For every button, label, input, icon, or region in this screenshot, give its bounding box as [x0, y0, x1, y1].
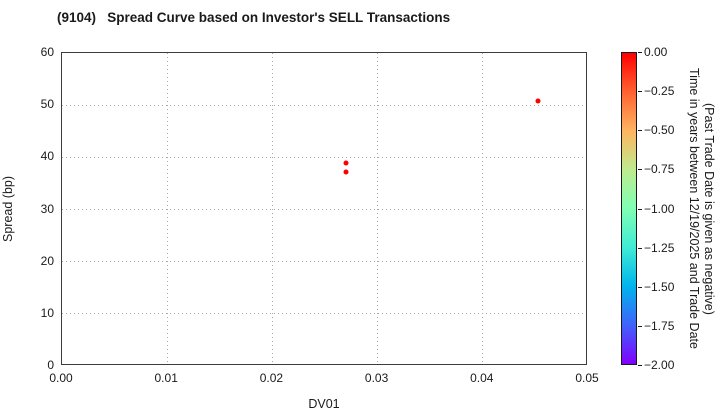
colorbar-tick-label: −1.50	[644, 279, 675, 294]
x-tick-label: 0.05	[575, 371, 599, 385]
colorbar-tick	[638, 247, 642, 249]
colorbar-title-line1: Time in years between 12/19/2025 and Tra…	[687, 68, 701, 349]
colorbar-tick-label: −2.00	[644, 358, 675, 372]
y-gridline	[62, 156, 586, 158]
y-gridline	[62, 209, 586, 210]
x-tick-label: 0.03	[364, 371, 389, 385]
colorbar-title-line2: (Past Trade Date is given as negative)	[702, 102, 716, 315]
x-gridline	[271, 53, 273, 364]
colorbar-tick-label: −0.50	[644, 123, 675, 138]
y-tick-label: 0	[47, 358, 54, 372]
y-gridline	[62, 313, 586, 315]
colorbar-tick	[638, 208, 642, 210]
scatter-point[interactable]	[343, 169, 349, 175]
colorbar-tick-label: 0.00	[644, 45, 668, 59]
y-tick-label: 10	[40, 305, 54, 320]
colorbar-tick	[638, 325, 642, 327]
colorbar-tick-label: −1.75	[644, 318, 675, 333]
colorbar-tick-label: −0.75	[644, 162, 675, 177]
colorbar-tick-label: −1.00	[644, 201, 675, 216]
x-tick-label: 0.04	[470, 371, 494, 385]
x-tick-label: 0.02	[259, 371, 284, 385]
x-axis-label: DV01	[308, 397, 340, 411]
colorbar-tick	[638, 365, 642, 366]
x-gridline	[377, 53, 379, 364]
chart-title: (9104) Spread Curve based on Investor's …	[57, 10, 451, 25]
x-gridline	[482, 53, 484, 364]
x-tick-label: 0.01	[154, 371, 178, 385]
y-tick-label: 50	[40, 97, 54, 112]
colorbar	[621, 52, 637, 365]
scatter-point[interactable]	[343, 160, 349, 166]
colorbar-tick-label: −1.25	[644, 240, 675, 255]
y-tick-label: 20	[40, 253, 54, 268]
colorbar-tick	[638, 91, 642, 93]
y-tick-label: 30	[40, 201, 54, 216]
colorbar-tick	[638, 169, 642, 171]
plot-area	[61, 52, 587, 365]
y-gridline	[62, 261, 586, 263]
x-tick-label: 0.00	[49, 371, 73, 385]
colorbar-tick	[638, 52, 642, 53]
scatter-point[interactable]	[535, 98, 540, 104]
y-tick-label: 40	[40, 149, 54, 164]
colorbar-tick	[638, 130, 642, 132]
x-gridline	[166, 53, 168, 364]
colorbar-tick-label: −0.25	[644, 84, 675, 99]
y-tick-label: 60	[40, 45, 54, 59]
y-gridline	[62, 104, 586, 106]
colorbar-tick	[638, 286, 642, 288]
